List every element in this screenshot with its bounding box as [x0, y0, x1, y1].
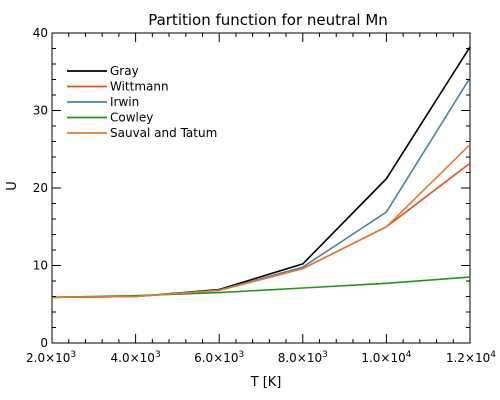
series-line-sauval-and-tatum: [51, 144, 471, 299]
chart-title: Partition function for neutral Mn: [148, 11, 388, 29]
x-tick-label: 4.0×103: [111, 350, 161, 365]
x-tick-label: 1.2×104: [446, 350, 496, 365]
x-tick-label: 8.0×103: [278, 350, 328, 365]
x-tick-label: 2.0×103: [26, 350, 76, 365]
x-axis-label: T [K]: [250, 375, 282, 390]
x-tick-label: 1.0×104: [361, 350, 411, 365]
y-tick-label: 0: [40, 336, 48, 350]
series-layer: [51, 46, 471, 299]
legend-label: Wittmann: [110, 80, 169, 94]
x-tick-label: 6.0×103: [194, 350, 244, 365]
ticks-layer: 2.0×103 4.0×103 6.0×103 8.0×103 1.0×104 1.2×1…: [26, 26, 496, 365]
legend-label: Gray: [110, 64, 139, 78]
legend-label: Cowley: [110, 111, 153, 125]
y-tick-label: 30: [33, 104, 48, 118]
y-tick-label: 10: [33, 259, 48, 273]
y-tick-label: 20: [33, 181, 48, 195]
legend-label: Sauval and Tatum: [110, 126, 217, 140]
plot-area: 2.0×103 4.0×103 6.0×103 8.0×103 1.0×104 1.2×1…: [26, 26, 496, 365]
y-axis-label: U: [5, 181, 20, 191]
legend-label: Irwin: [110, 95, 139, 109]
y-tick-label: 40: [33, 26, 48, 40]
